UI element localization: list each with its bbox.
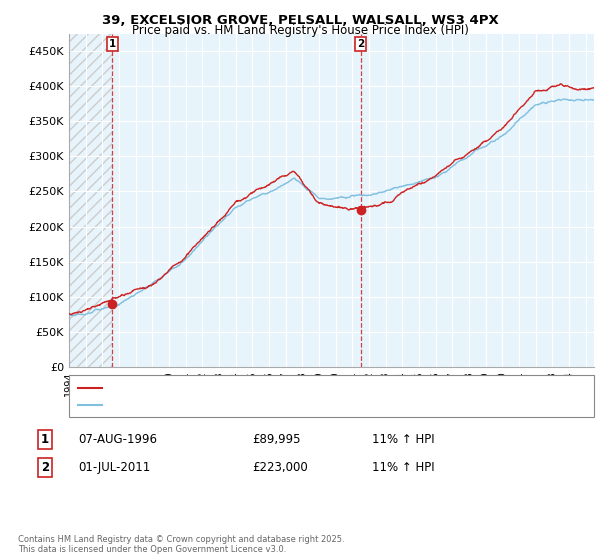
Text: 11% ↑ HPI: 11% ↑ HPI xyxy=(372,433,434,446)
Text: £223,000: £223,000 xyxy=(252,461,308,474)
Text: 1: 1 xyxy=(109,39,116,49)
Text: HPI: Average price, detached house, Walsall: HPI: Average price, detached house, Wals… xyxy=(107,400,337,410)
Text: Price paid vs. HM Land Registry's House Price Index (HPI): Price paid vs. HM Land Registry's House … xyxy=(131,24,469,36)
Text: 2: 2 xyxy=(41,461,49,474)
Text: 07-AUG-1996: 07-AUG-1996 xyxy=(78,433,157,446)
Text: Contains HM Land Registry data © Crown copyright and database right 2025.
This d: Contains HM Land Registry data © Crown c… xyxy=(18,535,344,554)
Text: 01-JUL-2011: 01-JUL-2011 xyxy=(78,461,150,474)
Text: 39, EXCELSIOR GROVE, PELSALL, WALSALL, WS3 4PX (detached house): 39, EXCELSIOR GROVE, PELSALL, WALSALL, W… xyxy=(107,382,478,393)
Text: 11% ↑ HPI: 11% ↑ HPI xyxy=(372,461,434,474)
Text: 39, EXCELSIOR GROVE, PELSALL, WALSALL, WS3 4PX: 39, EXCELSIOR GROVE, PELSALL, WALSALL, W… xyxy=(101,14,499,27)
Text: 2: 2 xyxy=(357,39,364,49)
Text: £89,995: £89,995 xyxy=(252,433,301,446)
Text: 1: 1 xyxy=(41,433,49,446)
